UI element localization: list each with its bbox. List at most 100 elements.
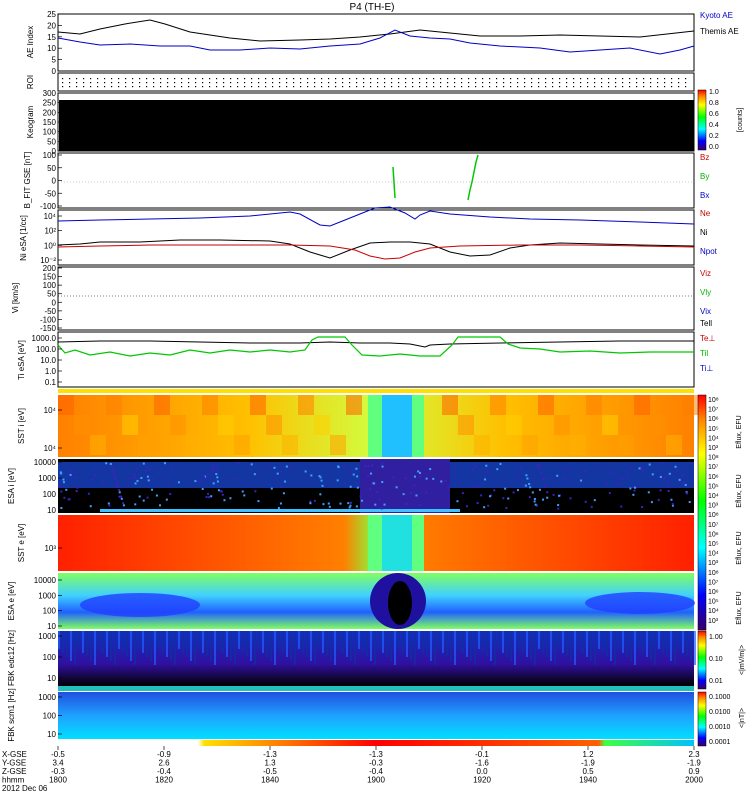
- plot-title: P4 (TH-E): [350, 2, 395, 13]
- roi-dot: [440, 78, 442, 80]
- roi-dot: [139, 78, 141, 80]
- eflux-cbar-tick: 10⁵: [708, 483, 719, 490]
- esa-ion-noise-pixel: [216, 480, 219, 483]
- roi-dot: [153, 78, 155, 80]
- esa-ion-noise-pixel: [596, 463, 599, 466]
- esa-ion-noise-pixel: [565, 468, 568, 471]
- esa-ion-noise-pixel: [122, 504, 125, 507]
- roi-dot: [223, 82, 225, 84]
- fbk-e-stripe: [670, 631, 672, 661]
- sst-ion-center-core: [382, 395, 412, 457]
- roi-dot: [370, 86, 372, 88]
- temperature-panel: [57, 331, 695, 388]
- roi-dot: [433, 78, 435, 80]
- fbk-e-stripe: [490, 631, 492, 661]
- roi-dot: [482, 86, 484, 88]
- temperature-legend-0: Tell: [700, 319, 712, 328]
- esa-ion-noise-pixel: [524, 484, 527, 487]
- roi-dot: [426, 82, 428, 84]
- esa-ion-noise-pixel: [206, 473, 209, 476]
- esa-ion-noise-pixel: [107, 502, 110, 505]
- fbk-e-stripe: [110, 631, 112, 661]
- time-tick-label: 1840: [261, 776, 279, 785]
- esa-ion-noise-pixel: [115, 485, 118, 488]
- velocity-legend-0: Viz: [700, 269, 711, 278]
- roi-dot: [664, 78, 666, 80]
- bfit-ylabel: B_FIT GSE [nT]: [23, 152, 32, 209]
- sst-ion-block: [138, 435, 154, 455]
- esa-ion-noise-pixel: [483, 506, 486, 509]
- esa-ion-noise-pixel: [628, 466, 631, 469]
- roi-dot: [559, 86, 561, 88]
- roi-dot: [489, 86, 491, 88]
- esa-ion-noise-pixel: [309, 500, 312, 503]
- fbk-e-stripe: [646, 631, 648, 657]
- roi-dot: [216, 86, 218, 88]
- esa-ion-core: [360, 459, 450, 513]
- by-trace-1: [392, 166, 396, 199]
- roi-dot: [293, 86, 295, 88]
- velocity-ytick: 200: [43, 264, 57, 273]
- esa-ion-line: [100, 509, 460, 512]
- fbk-e-stripe: [466, 631, 468, 657]
- fbk-e-stripe: [430, 631, 432, 661]
- roi-dot: [265, 78, 267, 80]
- roi-dot: [377, 78, 379, 80]
- esa-ion-ylabel: ESA i [eV]: [7, 468, 16, 504]
- roi-dot: [489, 78, 491, 80]
- esa-ion-noise-pixel: [629, 487, 632, 490]
- fbk-e-stripe: [98, 631, 100, 649]
- fbk-e-stripe: [182, 631, 184, 653]
- fbk-b-cbar-tick: 0.0010: [709, 724, 731, 731]
- esa-ion-noise-pixel: [93, 473, 96, 476]
- fbk-e-stripe: [406, 631, 408, 657]
- npot-line: [57, 206, 695, 227]
- roi-dot: [146, 82, 148, 84]
- esa-ion-noise-pixel: [216, 468, 219, 471]
- esa-ion-noise-pixel: [483, 474, 486, 477]
- x-gse-value: -0.9: [157, 750, 171, 759]
- esa-ion-noise-pixel: [547, 478, 550, 481]
- roi-dot: [118, 82, 120, 84]
- fbk-e-stripe: [546, 631, 548, 657]
- esa-ion-noise-pixel: [659, 475, 662, 478]
- esa-ion-noise-pixel: [194, 480, 197, 483]
- esa-ion-noise-pixel: [63, 496, 66, 499]
- esa-ion-noise-pixel: [279, 485, 282, 488]
- fbk-e-stripe: [434, 631, 436, 665]
- time-tick-label: 1800: [49, 776, 67, 785]
- esa-ion-noise-pixel: [487, 469, 490, 472]
- fbk-e-stripe: [666, 631, 668, 657]
- roi-dot: [328, 78, 330, 80]
- y-tick-labels: 2520151050300250200150100500100500-50-10…: [32, 10, 62, 739]
- fbk-e-stripe: [86, 631, 88, 657]
- fbk-e-stripe: [518, 631, 520, 649]
- esa-ion-noise-pixel: [584, 500, 587, 503]
- roi-ylabel: ROI: [26, 75, 35, 89]
- sst-ion-block: [522, 435, 538, 455]
- time-tick-label: 1900: [367, 776, 385, 785]
- esa_elec-ytick: 1000: [38, 591, 56, 600]
- roi-dot: [342, 78, 344, 80]
- esa-ion-noise-pixel: [343, 482, 346, 485]
- roi-dot: [314, 86, 316, 88]
- fbk-e-stripe: [350, 631, 352, 661]
- roi-dot: [636, 78, 638, 80]
- esa-ion-noise-pixel: [659, 489, 662, 492]
- esa-ion-noise-pixel: [373, 482, 376, 485]
- esa-ion-noise-pixel: [526, 477, 529, 480]
- roi-dot: [671, 78, 673, 80]
- sst-ion-block: [570, 435, 586, 455]
- esa-ion-noise-pixel: [529, 486, 532, 489]
- roi-dot: [174, 82, 176, 84]
- roi-dot: [307, 82, 309, 84]
- roi-dot: [90, 82, 92, 84]
- fbk-e-stripe: [118, 631, 120, 649]
- fbk-e-stripe: [230, 631, 232, 661]
- bfit-legend-1: By: [700, 172, 709, 181]
- esa-ion-noise-pixel: [319, 476, 322, 479]
- fbk-e-stripe: [382, 631, 384, 653]
- eflux-cbar-tick: 10³: [708, 618, 719, 625]
- esa-ion-noise-pixel: [319, 493, 322, 496]
- keogram-ytick: 200: [43, 108, 57, 117]
